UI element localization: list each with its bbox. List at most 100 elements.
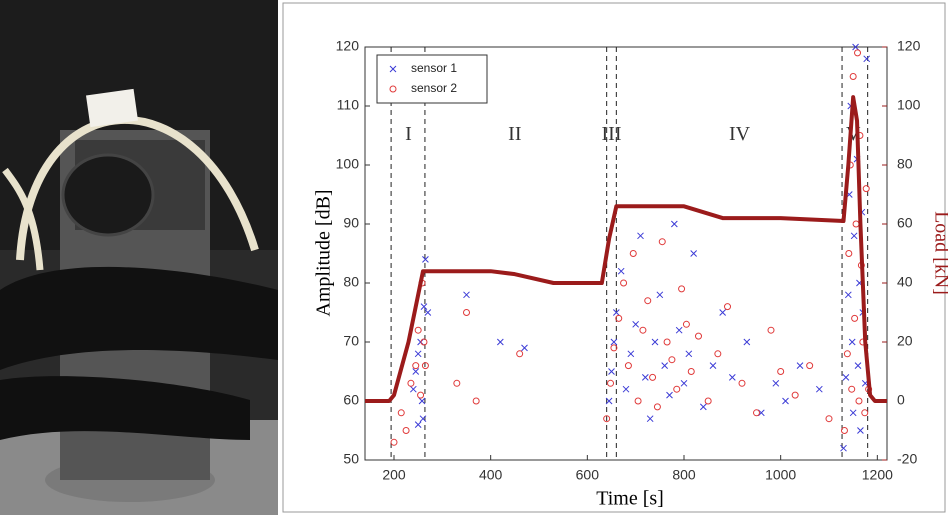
x-tick-label: 200 xyxy=(382,467,406,483)
point-o xyxy=(634,397,642,405)
point-o xyxy=(753,409,760,417)
point-o xyxy=(607,379,615,387)
point-o xyxy=(472,397,480,405)
point-x xyxy=(842,374,850,381)
y2-tick-label: 20 xyxy=(897,333,913,349)
point-x xyxy=(496,338,504,346)
point-x xyxy=(617,267,625,275)
point-o xyxy=(397,409,405,417)
point-o xyxy=(663,338,671,346)
point-o xyxy=(673,385,681,393)
point-o xyxy=(668,356,676,364)
point-x xyxy=(852,43,859,51)
point-o xyxy=(851,314,859,322)
point-o xyxy=(603,415,611,423)
point-o xyxy=(825,415,833,423)
point-x xyxy=(641,374,649,381)
point-x xyxy=(815,385,823,393)
point-x xyxy=(632,320,640,328)
point-x xyxy=(412,368,420,375)
y-tick-label: 80 xyxy=(343,274,359,290)
y2-tick-label: 80 xyxy=(897,156,913,172)
phase-label: II xyxy=(508,123,521,145)
point-o xyxy=(855,397,863,405)
point-o xyxy=(848,385,856,393)
point-o xyxy=(714,350,722,358)
point-x xyxy=(419,415,427,423)
point-o xyxy=(463,309,470,316)
point-o xyxy=(615,314,623,322)
legend-marker xyxy=(389,85,397,93)
point-o xyxy=(610,344,618,352)
point-x xyxy=(521,344,528,352)
point-o xyxy=(620,279,628,287)
point-x xyxy=(608,368,615,375)
point-o xyxy=(417,391,425,399)
point-x xyxy=(719,309,727,316)
y2-tick-label: -20 xyxy=(897,451,917,467)
y2-tick-label: 120 xyxy=(897,38,921,54)
point-o xyxy=(738,379,746,387)
point-x xyxy=(627,350,635,358)
x-tick-label: 800 xyxy=(672,467,696,483)
point-o xyxy=(845,250,853,257)
point-o xyxy=(420,338,428,346)
legend-label: sensor 1 xyxy=(411,61,457,75)
point-x xyxy=(675,326,683,334)
y2-tick-label: 60 xyxy=(897,215,913,231)
y-axis-label: Amplitude [dB] xyxy=(313,189,335,316)
point-o xyxy=(624,362,632,370)
x-tick-label: 1200 xyxy=(862,467,893,483)
point-x xyxy=(709,362,717,369)
point-x xyxy=(418,397,426,405)
x-tick-label: 600 xyxy=(576,467,600,483)
y2-tick-label: 40 xyxy=(897,274,913,290)
y2-tick-label: 0 xyxy=(897,392,905,408)
point-x xyxy=(610,338,618,346)
phase-label: IV xyxy=(729,123,751,145)
point-x xyxy=(680,379,688,387)
point-o xyxy=(861,409,869,417)
point-x xyxy=(420,303,428,310)
point-x xyxy=(656,291,664,299)
x-tick-label: 1000 xyxy=(765,467,796,483)
point-x xyxy=(637,232,644,240)
point-o xyxy=(687,368,695,375)
phase-label: III xyxy=(602,123,622,145)
point-o xyxy=(516,350,524,358)
point-o xyxy=(678,285,686,293)
point-o xyxy=(644,297,652,305)
point-x xyxy=(414,350,422,358)
legend-label: sensor 2 xyxy=(411,81,457,95)
legend: sensor 1 sensor 2 xyxy=(376,54,488,104)
point-x xyxy=(848,338,856,346)
point-x xyxy=(850,232,858,240)
photo xyxy=(0,0,278,515)
point-o xyxy=(407,379,415,387)
legend-marker xyxy=(389,65,397,73)
point-x xyxy=(854,362,862,369)
point-x xyxy=(463,291,470,299)
point-o xyxy=(791,391,799,399)
point-o xyxy=(704,397,712,405)
point-x xyxy=(857,427,864,434)
point-o xyxy=(862,185,870,193)
point-x xyxy=(863,55,871,63)
point-o xyxy=(854,49,862,57)
point-x xyxy=(622,385,630,393)
point-x xyxy=(651,338,659,346)
point-o xyxy=(806,362,814,370)
point-o xyxy=(412,362,420,370)
point-o xyxy=(414,326,422,334)
point-o xyxy=(724,303,731,311)
point-o xyxy=(453,379,461,387)
point-x xyxy=(849,409,857,417)
y2-axis-label: Load [kN] xyxy=(930,211,948,295)
point-o xyxy=(843,350,851,358)
point-o xyxy=(658,238,666,246)
point-o xyxy=(629,250,637,257)
x-tick-label: 400 xyxy=(479,467,503,483)
point-x xyxy=(422,256,429,263)
y-tick-label: 60 xyxy=(343,392,359,408)
